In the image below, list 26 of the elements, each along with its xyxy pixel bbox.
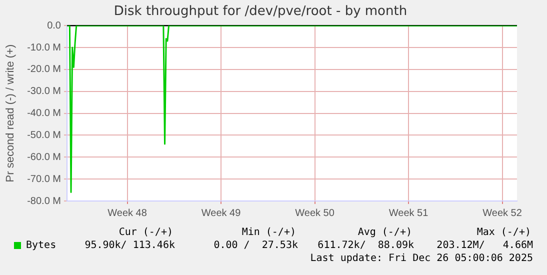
y-tick-label: -80.0 M — [27, 196, 61, 207]
text: Avg (-/+) — [358, 227, 412, 238]
y-tick-label: -20.0 M — [27, 64, 61, 76]
y-tick-label: 0.0 — [47, 20, 62, 32]
y-tick-label: -30.0 M — [27, 86, 61, 98]
text: 611.72k/ 88.09k — [318, 240, 414, 251]
x-tick-label: Week 48 — [108, 208, 148, 219]
y-axis-title: Pr second read (-) / write (+) — [4, 44, 17, 182]
y-tick-label: -50.0 M — [27, 130, 61, 141]
legend-label: Bytes — [26, 240, 56, 251]
x-tick-label: Week 49 — [201, 208, 242, 219]
y-tick-label: -10.0 M — [27, 42, 61, 54]
chart-title: Disk throughput for /dev/pve/root - by month — [114, 4, 408, 20]
x-tick-label: Week 52 — [482, 208, 522, 219]
y-tick-label: -60.0 M — [27, 152, 61, 163]
y-tick-label: -70.0 M — [27, 174, 61, 185]
y-tick-label: -40.0 M — [27, 108, 61, 120]
text: Min (-/+) — [242, 227, 296, 238]
text: 0.00 / 27.53k — [214, 240, 298, 251]
text: Last update: Fri Dec 26 05:00:06 2025 — [310, 253, 533, 264]
text: Cur (-/+) — [118, 227, 173, 238]
text: Max (-/+) — [476, 227, 531, 238]
x-tick-label: Week 50 — [295, 208, 335, 219]
text: 95.90k/ 113.46k — [84, 240, 175, 251]
text: 203.12M/ 4.66M — [436, 240, 533, 251]
x-tick-label: Week 51 — [388, 208, 429, 219]
